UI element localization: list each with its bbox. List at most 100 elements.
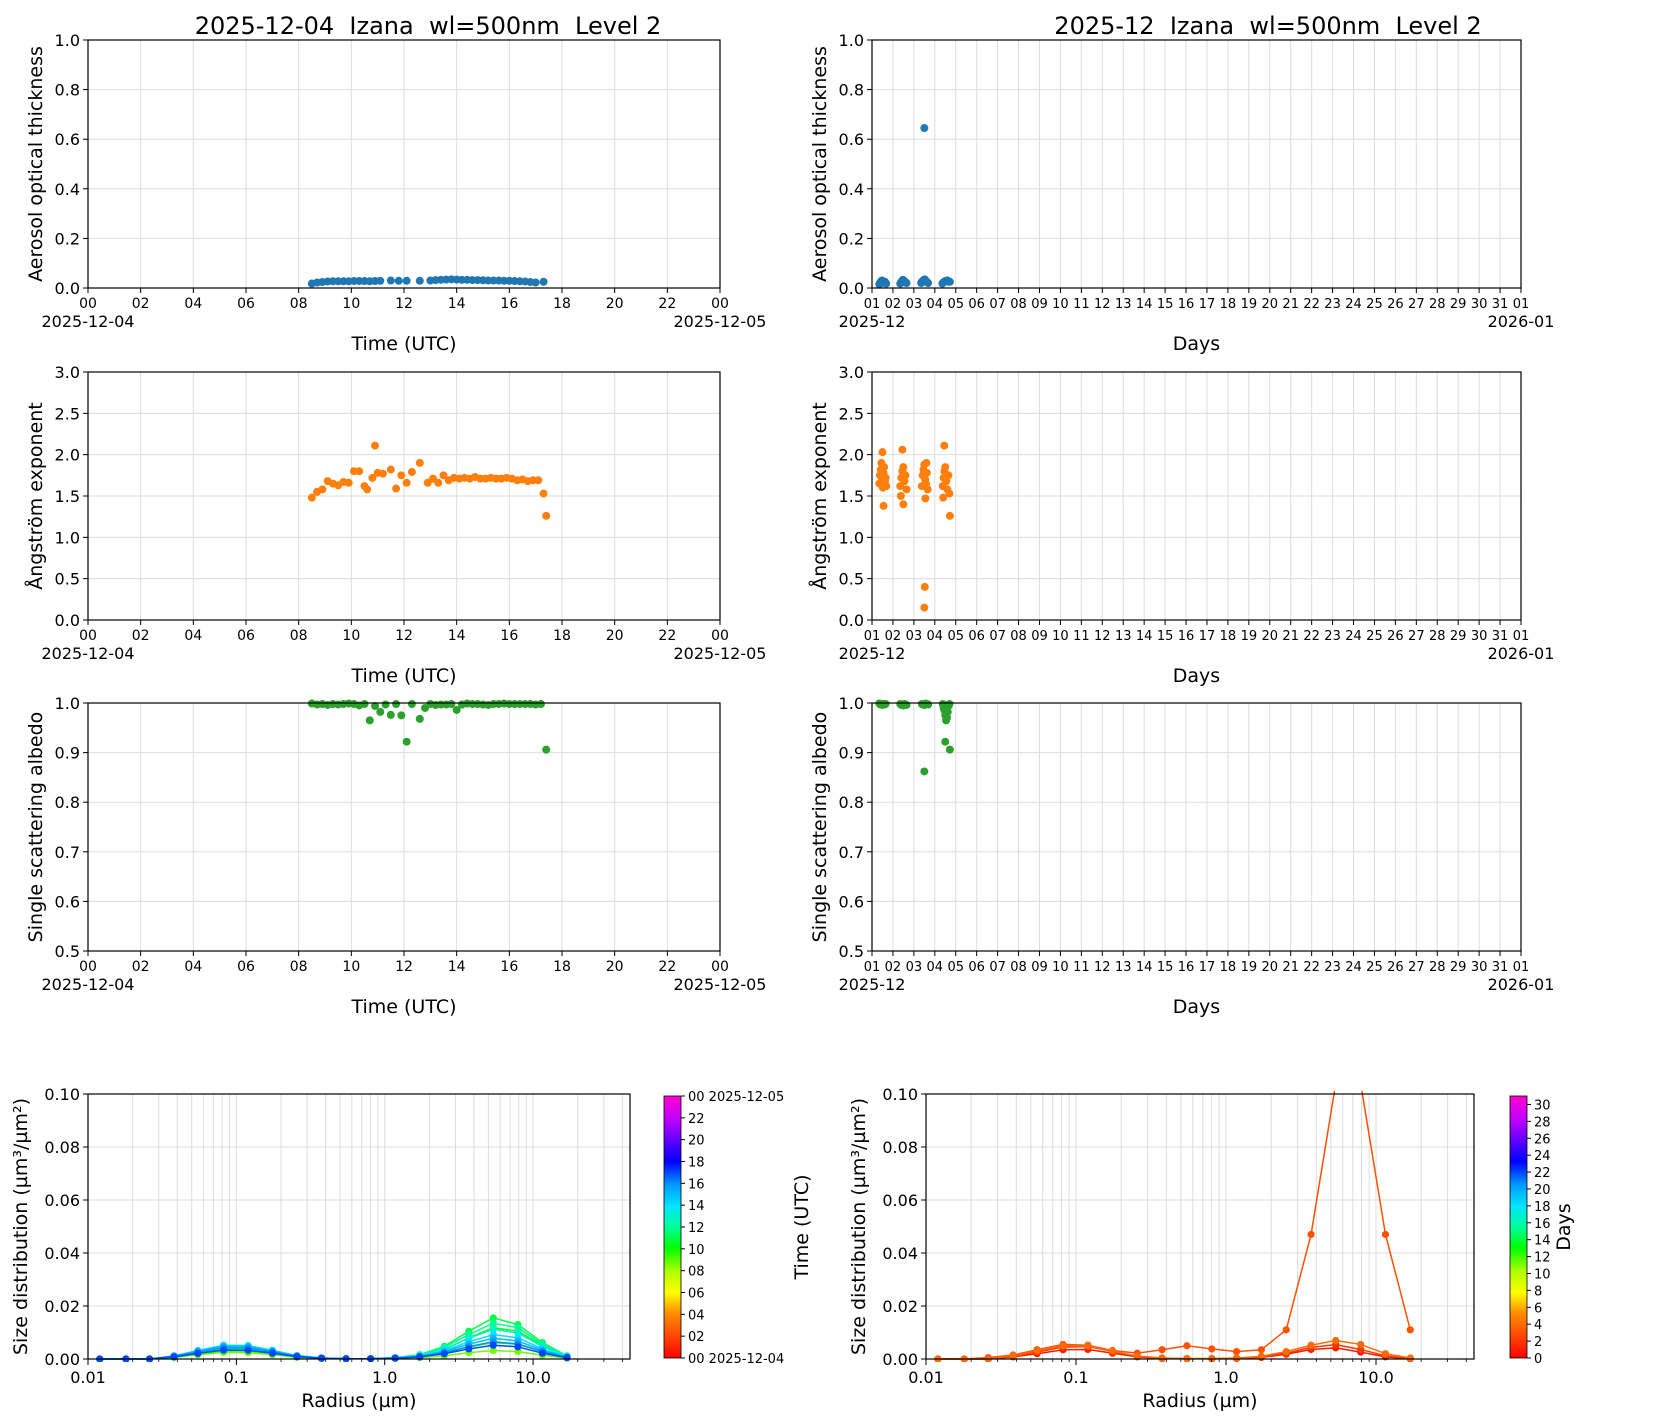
x-tick-label: 27 bbox=[1408, 629, 1425, 644]
y-tick-label: 0.7 bbox=[839, 843, 864, 862]
y-tick-label: 2.5 bbox=[839, 404, 864, 423]
x-tick-label: 25 bbox=[1366, 960, 1383, 975]
colorbar-monthly-label: Days bbox=[1553, 1203, 1575, 1250]
data-point bbox=[563, 1354, 571, 1362]
x-tick-label: 23 bbox=[1324, 629, 1341, 644]
data-point bbox=[539, 489, 548, 498]
colorbar-tick-label: 18 bbox=[688, 1156, 705, 1171]
series-line bbox=[99, 1328, 568, 1360]
x-tick-label: 09 bbox=[1031, 960, 1048, 975]
colorbar-tick-label: 24 bbox=[1534, 1149, 1551, 1164]
x-tick-label: 12 bbox=[395, 628, 413, 644]
x-tick-label: 22 bbox=[658, 628, 676, 644]
data-point bbox=[489, 1319, 497, 1327]
colorbar-tick-label: 02 bbox=[688, 1330, 705, 1345]
data-point bbox=[1084, 1342, 1092, 1350]
x-tick-label: 29 bbox=[1450, 297, 1467, 312]
plot-frame bbox=[871, 39, 1522, 289]
x-tick-label: 27 bbox=[1408, 297, 1425, 312]
y-tick-label: 0.6 bbox=[839, 130, 864, 149]
x-tick-label: 17 bbox=[1199, 960, 1216, 975]
x-tick-label: 01 bbox=[864, 297, 881, 312]
x-tick-label: 31 bbox=[1492, 629, 1509, 644]
panel-monthly-ssa: 01 02 03 04 05 06 07 08 09 10 11 12 13 14 15 16 17 18 19 20… bbox=[809, 694, 1554, 1018]
panel-monthly-size-distribution: 0.01 0.1 1.0 10.0 0.00 0.02 0.04 0.06 0.08 0.10 Ra… bbox=[848, 1080, 1475, 1412]
data-point bbox=[898, 445, 907, 454]
colorbar-tick-label: 16 bbox=[1534, 1217, 1551, 1232]
y-tick-label: 1.0 bbox=[55, 694, 80, 713]
data-point bbox=[920, 124, 929, 133]
x-tick-label: 00 bbox=[79, 628, 97, 644]
data-point bbox=[1108, 1347, 1117, 1355]
data-point bbox=[368, 473, 377, 482]
y-tick-label: 0.0 bbox=[55, 279, 80, 298]
y-tick-label: 0.9 bbox=[839, 744, 864, 763]
data-point bbox=[415, 458, 424, 467]
y-tick-label: 0.06 bbox=[44, 1191, 80, 1210]
x-tick-label: 06 bbox=[968, 629, 985, 644]
x-tick-label: 12 bbox=[395, 296, 413, 312]
colorbar-tick-label: 10 bbox=[688, 1243, 705, 1258]
x-tick-label: 21 bbox=[1282, 960, 1299, 975]
y-tick-label: 0.10 bbox=[882, 1085, 918, 1104]
data-point bbox=[386, 276, 395, 285]
data-point bbox=[945, 745, 954, 754]
data-point bbox=[881, 699, 890, 708]
y-axis-label: Single scattering albedo bbox=[25, 712, 47, 943]
data-point bbox=[1009, 1352, 1017, 1360]
colorbar-tick-label: 30 bbox=[1534, 1098, 1551, 1113]
data-point bbox=[882, 482, 891, 491]
data-point bbox=[539, 277, 548, 286]
x-tick-label: 21 bbox=[1282, 297, 1299, 312]
x-tick-label: 01 bbox=[864, 629, 881, 644]
x-tick-label: 08 bbox=[290, 628, 308, 644]
x-tick-label: 0.1 bbox=[1063, 1368, 1088, 1387]
data-point bbox=[489, 1341, 497, 1349]
x-tick-label: 02 bbox=[885, 297, 902, 312]
y-tick-label: 0.08 bbox=[882, 1138, 918, 1157]
x-tick-label: 20 bbox=[606, 959, 624, 975]
y-tick-label: 0.2 bbox=[839, 229, 864, 248]
x-tick-label: 18 bbox=[553, 959, 571, 975]
data-point bbox=[879, 501, 888, 510]
x-tick-label: 20 bbox=[606, 296, 624, 312]
x-tick-label: 29 bbox=[1450, 960, 1467, 975]
y-tick-label: 0.6 bbox=[839, 892, 864, 911]
colorbar-tick-label: 26 bbox=[1534, 1132, 1551, 1147]
data-point bbox=[407, 468, 416, 477]
x-tick-label: 0.01 bbox=[908, 1368, 944, 1387]
colorbar-tick-label: 14 bbox=[1534, 1234, 1551, 1249]
data-point bbox=[538, 1349, 547, 1357]
x-tick-label: 12 bbox=[1094, 629, 1111, 644]
x-tick-label: 27 bbox=[1408, 960, 1425, 975]
x-axis-label: Radius (µm) bbox=[1142, 1390, 1257, 1412]
x-tick-label: 10.0 bbox=[1358, 1368, 1394, 1387]
data-point bbox=[407, 699, 416, 708]
x-tick-label: 08 bbox=[1010, 629, 1027, 644]
x-tick-label: 15 bbox=[1157, 297, 1174, 312]
x-tick-label: 01 bbox=[1513, 297, 1530, 312]
y-tick-label: 1.0 bbox=[839, 31, 864, 50]
data-point bbox=[922, 468, 931, 477]
x-tick-label: 04 bbox=[927, 629, 944, 644]
data-point bbox=[392, 484, 401, 493]
size-distribution-lines bbox=[934, 1080, 1414, 1362]
data-point bbox=[1357, 1080, 1364, 1087]
y-axis-label: Aerosol optical thickness bbox=[25, 46, 47, 282]
data-point bbox=[378, 469, 387, 478]
x-tick-label: 00 bbox=[79, 296, 97, 312]
x-tick-label: 09 bbox=[1031, 629, 1048, 644]
x-tick-label: 10.0 bbox=[515, 1368, 551, 1387]
x-tick-label: 22 bbox=[1303, 960, 1320, 975]
x-tick-label: 00 bbox=[711, 959, 729, 975]
colorbar-tick-label: 08 bbox=[688, 1265, 705, 1280]
x-tick-label: 20 bbox=[1262, 297, 1279, 312]
x-end-date-label: 2026-01 bbox=[1488, 644, 1555, 663]
data-point bbox=[542, 511, 551, 520]
colorbar-monthly-gradient bbox=[1509, 1095, 1528, 1359]
data-point bbox=[923, 485, 932, 494]
y-axis-label: Aerosol optical thickness bbox=[809, 46, 831, 282]
colorbar-tick-label: 0 bbox=[1534, 1352, 1542, 1367]
